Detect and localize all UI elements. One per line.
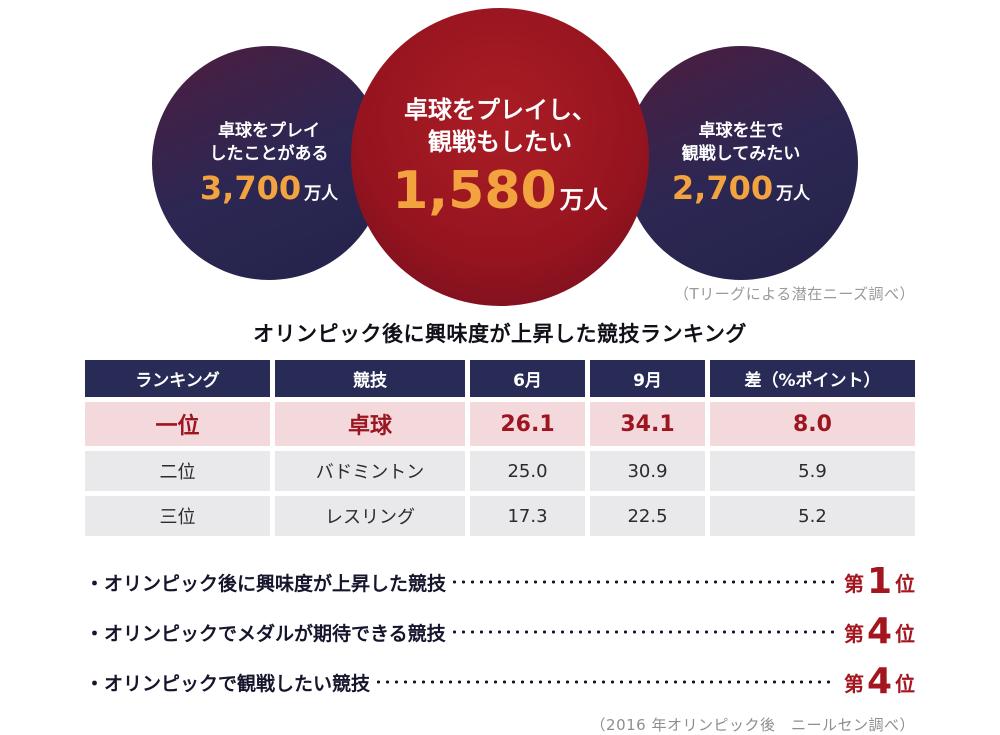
cell-september: 22.5 xyxy=(590,496,705,536)
rank-prefix: 第 xyxy=(843,621,864,646)
circle-watch-live: 卓球を生で 観戦してみたい 2,700 万人 xyxy=(624,46,858,280)
rank-suffix: 位 xyxy=(895,621,915,646)
rank-badge: 第 4 位 xyxy=(844,664,915,700)
cell-diff: 8.0 xyxy=(710,402,915,446)
dotted-leader xyxy=(374,672,836,692)
circle-right-unit: 万人 xyxy=(776,184,811,205)
venn-source-caption: （Tリーグによる潜在ニーズ調べ） xyxy=(674,285,915,303)
potential-needs-section: 卓球をプレイ したことがある 3,700 万人 卓球をプレイし、 観戦もしたい … xyxy=(0,0,1000,312)
cell-rank: 三位 xyxy=(85,496,270,536)
cell-june: 25.0 xyxy=(470,451,585,491)
rank-badge: 第 1 位 xyxy=(844,564,915,600)
header-september: 9月 xyxy=(590,360,705,397)
rank-suffix: 位 xyxy=(895,571,915,596)
circle-right-label: 卓球を生で 観戦してみたい xyxy=(682,120,801,168)
cell-diff: 5.2 xyxy=(710,496,915,536)
nielsen-source-caption: （2016 年オリンピック後 ニールセン調べ） xyxy=(590,716,915,734)
rank-number: 4 xyxy=(866,611,892,652)
table-row-first: 一位 卓球 26.1 34.1 8.0 xyxy=(85,402,915,446)
cell-september: 30.9 xyxy=(590,451,705,491)
ranking-label: ・オリンピックでメダルが期待できる競技 xyxy=(85,622,446,645)
circle-right-value: 2,700 xyxy=(671,169,774,208)
ranking-label: ・オリンピック後に興味度が上昇した競技 xyxy=(85,572,447,595)
cell-diff: 5.9 xyxy=(710,451,915,491)
circle-left-label-line1: 卓球をプレイ xyxy=(218,120,320,141)
header-ranking: ランキング xyxy=(85,360,270,397)
circle-left-value-row: 3,700 万人 xyxy=(200,171,338,206)
cell-june: 17.3 xyxy=(470,496,585,536)
rank-badge: 第 4 位 xyxy=(844,614,915,650)
circle-play-and-watch: 卓球をプレイし、 観戦もしたい 1,580 万人 xyxy=(351,8,649,306)
cell-sport: レスリング xyxy=(275,496,465,536)
table-header-row: ランキング 競技 6月 9月 差（%ポイント） xyxy=(85,360,915,397)
list-item: ・オリンピックで観戦したい競技 第 4 位 xyxy=(85,664,915,700)
rank-number: 4 xyxy=(866,661,892,702)
circle-center-label: 卓球をプレイし、 観戦もしたい xyxy=(404,94,596,159)
header-june: 6月 xyxy=(470,360,585,397)
list-item: ・オリンピックでメダルが期待できる競技 第 4 位 xyxy=(85,614,915,650)
circle-right-label-line2: 観戦してみたい xyxy=(681,144,801,165)
circle-left-label: 卓球をプレイ したことがある xyxy=(210,120,329,168)
ranking-label: ・オリンピックで観戦したい競技 xyxy=(85,672,371,695)
ranking-table: ランキング 競技 6月 9月 差（%ポイント） 一位 卓球 26.1 34.1 … xyxy=(85,360,915,536)
rank-prefix: 第 xyxy=(843,571,864,596)
header-sport: 競技 xyxy=(275,360,465,397)
circle-left-value: 3,700 xyxy=(199,169,302,208)
circle-center-label-line2: 観戦もしたい xyxy=(428,128,572,157)
table-row-third: 三位 レスリング 17.3 22.5 5.2 xyxy=(85,496,915,536)
circle-right-value-row: 2,700 万人 xyxy=(672,171,810,206)
circle-played-before: 卓球をプレイ したことがある 3,700 万人 xyxy=(152,46,386,280)
rank-prefix: 第 xyxy=(843,671,864,696)
table-row-second: 二位 バドミントン 25.0 30.9 5.9 xyxy=(85,451,915,491)
table-title: オリンピック後に興味度が上昇した競技ランキング xyxy=(253,322,747,346)
rank-suffix: 位 xyxy=(895,671,915,696)
cell-september: 34.1 xyxy=(590,402,705,446)
rank-number: 1 xyxy=(866,561,892,602)
dotted-leader xyxy=(449,622,836,642)
cell-sport: バドミントン xyxy=(275,451,465,491)
circle-right-label-line1: 卓球を生で xyxy=(698,120,784,141)
circle-center-value: 1,580 xyxy=(392,160,557,221)
cell-sport: 卓球 xyxy=(275,402,465,446)
circle-left-unit: 万人 xyxy=(304,184,339,205)
circle-center-value-row: 1,580 万人 xyxy=(392,160,608,221)
circle-center-unit: 万人 xyxy=(559,185,608,214)
cell-rank: 一位 xyxy=(85,402,270,446)
circle-center-label-line1: 卓球をプレイし、 xyxy=(404,96,596,125)
dotted-leader xyxy=(450,572,836,592)
circle-left-label-line2: したことがある xyxy=(209,144,329,165)
olympic-ranking-list: ・オリンピック後に興味度が上昇した競技 第 1 位 ・オリンピックでメダルが期待… xyxy=(85,564,915,700)
cell-rank: 二位 xyxy=(85,451,270,491)
cell-june: 26.1 xyxy=(470,402,585,446)
header-diff: 差（%ポイント） xyxy=(710,360,915,397)
list-item: ・オリンピック後に興味度が上昇した競技 第 1 位 xyxy=(85,564,915,600)
